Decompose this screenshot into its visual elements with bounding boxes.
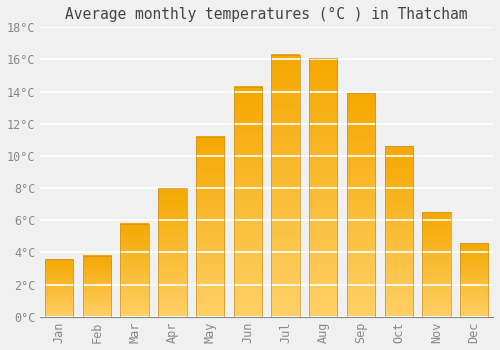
Bar — [309, 58, 338, 317]
Bar — [83, 256, 111, 317]
Bar — [158, 188, 186, 317]
Bar — [384, 146, 413, 317]
Bar — [272, 55, 299, 317]
Bar — [460, 243, 488, 317]
Title: Average monthly temperatures (°C ) in Thatcham: Average monthly temperatures (°C ) in Th… — [66, 7, 468, 22]
Bar — [196, 136, 224, 317]
Bar — [422, 212, 450, 317]
Bar — [120, 224, 149, 317]
Bar — [347, 93, 375, 317]
Bar — [234, 87, 262, 317]
Bar — [45, 259, 74, 317]
